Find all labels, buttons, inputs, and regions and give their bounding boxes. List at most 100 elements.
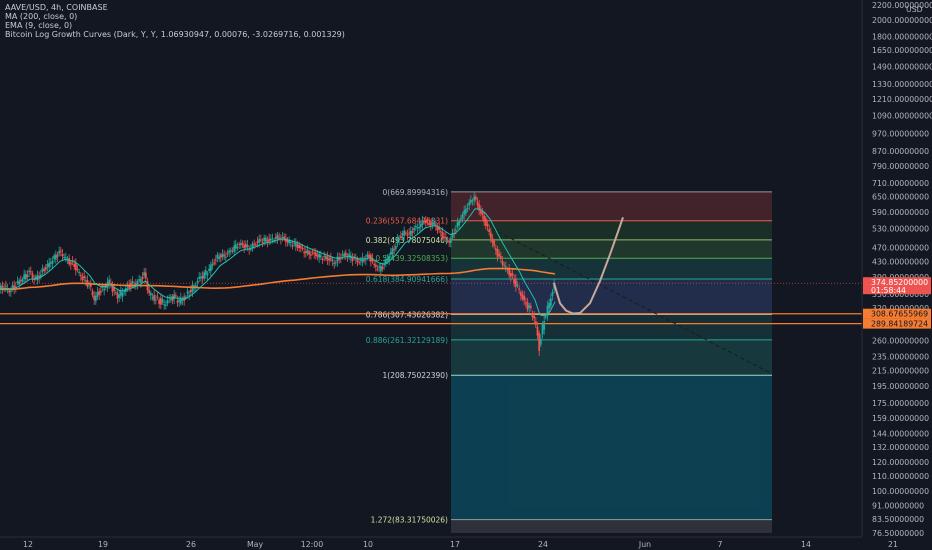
candle-body [359, 259, 362, 261]
candle-body [84, 280, 87, 282]
candle-body [251, 243, 254, 248]
candle-body [513, 278, 516, 284]
candle-body [448, 240, 451, 243]
candle-body [271, 238, 274, 240]
candle-body [526, 302, 529, 310]
candle-body [58, 251, 61, 254]
candle-body [519, 292, 522, 296]
fib-zone [451, 375, 772, 520]
y-tick-label: 320.00000000 [872, 304, 929, 313]
candle-body [483, 215, 486, 222]
symbol-title[interactable]: AAVE/USD, 4h, COINBASE [5, 3, 108, 12]
candle-body [344, 252, 347, 256]
candle-body [354, 257, 357, 260]
candle-body [538, 333, 541, 351]
candle-body [319, 255, 322, 258]
candle-body [159, 298, 162, 305]
candle-body [534, 321, 537, 326]
candle-body [179, 297, 182, 304]
candle-body [394, 246, 397, 250]
candle-body [288, 240, 291, 244]
indicator-ema9[interactable]: EMA (9, close, 0) [5, 21, 73, 30]
fib-level-label: 0.382(493.78075040) [366, 236, 448, 245]
candle-body [451, 232, 454, 238]
y-tick-label: 870.00000000 [872, 147, 929, 156]
candle-body [29, 271, 32, 273]
candle-body [219, 254, 222, 258]
candle-body [543, 321, 546, 330]
fib-level-label: 0.5(439.32508353) [375, 254, 448, 263]
y-tick-label: 91.00000000 [872, 502, 924, 511]
candle-body [103, 288, 106, 291]
candle-body [456, 222, 459, 227]
candle-body [504, 266, 507, 268]
candle-body [169, 298, 172, 300]
fib-level-label: 0.618(384.90941666) [366, 275, 448, 284]
indicator-log-growth-curves[interactable]: Bitcoin Log Growth Curves (Dark, Y, Y, 1… [5, 30, 345, 39]
candle-body [454, 229, 457, 231]
candle-body [464, 208, 467, 214]
candle-body [148, 289, 151, 293]
y-tick-label: 83.50000000 [872, 515, 924, 524]
candle-body [379, 265, 382, 272]
candle-body [24, 274, 27, 280]
candle-body [421, 220, 424, 225]
candle-body [438, 226, 441, 230]
candle-body [211, 263, 214, 266]
candle-body [34, 276, 37, 279]
candle-body [551, 292, 554, 296]
x-tick-label: Jun [638, 540, 651, 549]
y-tick-label: 470.00000000 [872, 244, 929, 253]
candle-body [186, 291, 189, 294]
fib-zone [451, 519, 772, 533]
candle-body [216, 254, 219, 259]
candle-body [409, 230, 412, 236]
candle-body [138, 279, 141, 281]
candle-body [549, 298, 552, 306]
candle-body [188, 294, 191, 296]
candle-body [19, 279, 22, 281]
candle-body [194, 285, 197, 288]
horizontal-level-tag [863, 308, 931, 319]
candle-body [13, 285, 16, 290]
candle-body [391, 248, 394, 255]
candle-body [444, 236, 447, 238]
candle-body [136, 281, 139, 285]
candle-body [36, 275, 39, 281]
y-tick-label: 144.00000000 [872, 430, 929, 439]
candle-body [411, 231, 414, 233]
candle-body [308, 251, 311, 255]
candle-body [491, 238, 494, 243]
candle-body [1, 285, 4, 291]
fib-level-label: 0.886(261.32129189) [366, 336, 448, 345]
y-tick-label: 2000.00000000 [872, 16, 932, 25]
candle-body [418, 227, 421, 229]
candle-body [239, 243, 242, 246]
y-tick-label: 790.00000000 [872, 162, 929, 171]
candle-body [174, 295, 177, 297]
candle-body [309, 254, 312, 256]
x-tick-label: 17 [450, 540, 460, 549]
candle-body [31, 273, 34, 279]
y-tick-label: 159.00000000 [872, 414, 929, 423]
candle-body [376, 268, 379, 270]
x-tick-label: 21 [888, 540, 898, 549]
candle-body [389, 251, 392, 255]
indicator-ma200[interactable]: MA (200, close, 0) [5, 12, 78, 21]
candle-body [381, 266, 384, 270]
candle-body [173, 294, 176, 299]
candle-body [336, 256, 339, 262]
y-tick-label: 175.00000000 [872, 399, 929, 408]
candle-body [8, 290, 11, 293]
candle-body [401, 233, 404, 236]
candle-body [331, 259, 334, 262]
candle-body [366, 254, 369, 258]
candle-body [166, 300, 169, 304]
horizontal-level-tag [863, 318, 931, 329]
candle-body [291, 245, 294, 247]
candle-body [329, 257, 332, 260]
candle-body [74, 263, 77, 271]
candle-body [16, 281, 19, 284]
candle-body [431, 223, 434, 225]
